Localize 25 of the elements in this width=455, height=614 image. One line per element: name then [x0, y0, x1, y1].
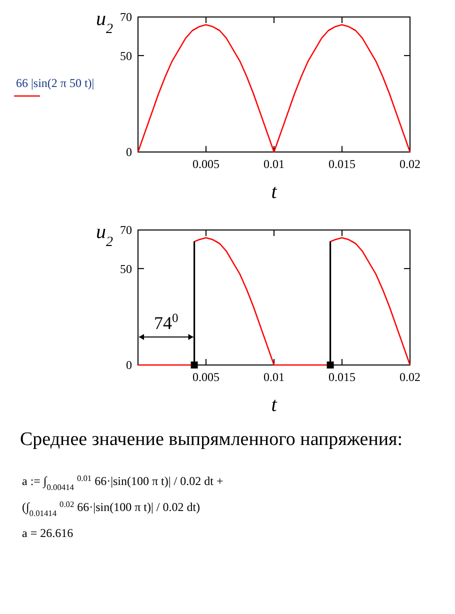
- annotation: 74$^{0}$: [154, 311, 178, 333]
- y-tick-label: 50: [120, 262, 132, 276]
- y-tick-label: 70: [120, 10, 132, 24]
- x-axis-title: t: [271, 394, 278, 416]
- y-tick-label: 0: [126, 358, 132, 372]
- x-tick-label: 0.01: [264, 370, 284, 384]
- x-axis-title: t: [271, 181, 278, 203]
- y-tick-label: 70: [120, 223, 132, 238]
- x-tick-label: 0.005: [192, 370, 220, 384]
- text: a = 26.616: [22, 526, 74, 540]
- x-tick-label: 0.015: [328, 157, 356, 171]
- text: 66 |sin(2 π 50 t)|: [16, 76, 94, 90]
- text: a := ∫$_{0.00414}$$^{0.01}$ 66·|sin(100 π t)| / 0.02 dt +: [22, 474, 224, 492]
- y-tick-label: 50: [120, 48, 132, 63]
- line-series: [137, 24, 411, 153]
- text: (∫$_{0.01414}$$^{0.02}$ 66·|sin(100 π t)| / 0.02 dt): [22, 500, 200, 518]
- x-tick-label: 0.005: [192, 157, 220, 171]
- y-axis-title: u$_{2}$: [96, 8, 113, 36]
- text: Среднее значение выпрямленного напряжения:: [20, 429, 403, 450]
- x-tick-label: 0.02: [400, 157, 420, 171]
- y-axis-title: u$_{2}$: [96, 221, 113, 250]
- y-tick-label: 0: [126, 145, 132, 160]
- x-tick-label: 0.02: [400, 370, 420, 384]
- x-tick-label: 0.015: [328, 370, 356, 384]
- x-tick-label: 0.01: [264, 157, 284, 171]
